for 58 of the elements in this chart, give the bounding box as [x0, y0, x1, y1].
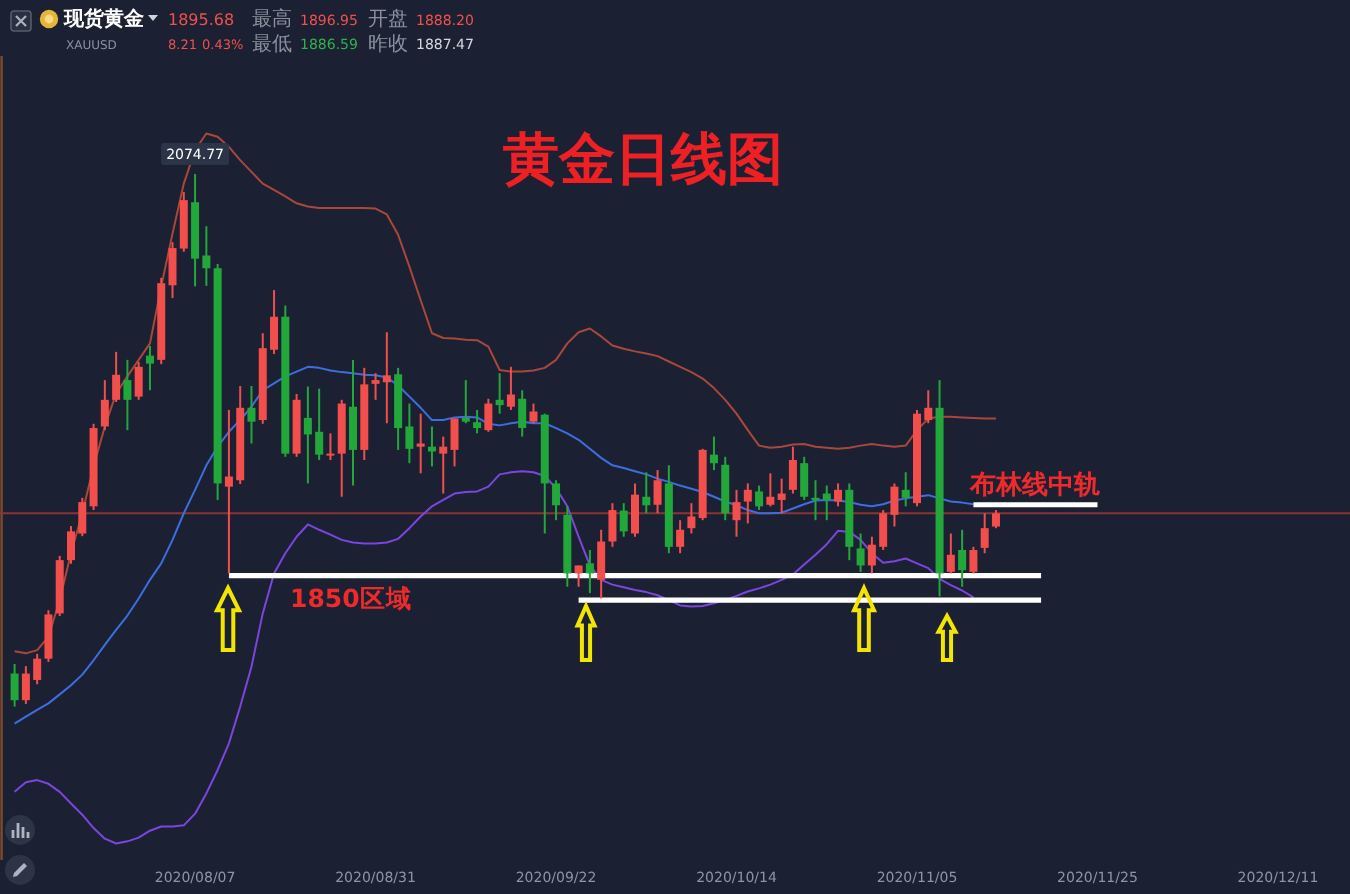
text: 最低 — [252, 34, 292, 56]
candlestick — [461, 379, 470, 425]
text: 昨收 — [368, 32, 408, 56]
text: 现货黄金 — [62, 7, 146, 31]
candlestick — [416, 412, 425, 475]
candlestick — [608, 502, 617, 548]
candlestick — [326, 432, 335, 462]
candlestick — [687, 502, 696, 535]
candlestick — [980, 512, 989, 555]
candlestick — [676, 519, 685, 555]
candlestick — [495, 372, 504, 415]
candlestick — [574, 564, 583, 588]
candlestick — [506, 365, 515, 411]
text: 开盘 — [368, 7, 408, 31]
candlestick — [450, 417, 459, 468]
text: 1895.68 — [168, 11, 235, 29]
candlestick — [631, 482, 639, 538]
text: 最高 — [252, 7, 292, 31]
candlestick — [800, 455, 809, 501]
candlestick — [518, 389, 527, 438]
candlestick — [777, 477, 786, 515]
candlestick — [349, 358, 357, 487]
candlestick — [901, 471, 910, 508]
candlestick — [10, 662, 19, 708]
candlestick — [969, 545, 978, 575]
candlestick — [743, 482, 752, 525]
candlestick — [112, 350, 121, 403]
candlestick — [766, 472, 775, 508]
candlestick — [134, 361, 143, 401]
candlestick — [529, 402, 538, 425]
candlestick — [834, 482, 843, 508]
candlestick — [145, 345, 154, 392]
candlestick — [642, 471, 651, 515]
candlestick — [44, 609, 53, 663]
candlestick — [946, 532, 955, 575]
candlestick — [552, 479, 561, 522]
candlestick — [585, 549, 594, 595]
candlestick — [100, 379, 109, 432]
candlestick — [822, 484, 831, 522]
candlestick — [597, 528, 606, 600]
candlestick — [811, 479, 820, 522]
candlestick — [247, 384, 256, 445]
candlestick — [958, 528, 967, 588]
annotation: 1850区域 — [290, 582, 412, 613]
candlestick — [732, 488, 741, 538]
candlestick — [991, 509, 1000, 530]
candlestick — [755, 484, 764, 512]
annotation: 布林线中轨 — [968, 470, 1100, 501]
candlestick — [484, 397, 493, 433]
candlestick — [439, 435, 448, 495]
candlestick — [788, 445, 797, 495]
candlestick — [123, 358, 132, 432]
candlestick — [653, 469, 662, 515]
candlestick — [856, 532, 865, 573]
candlestick — [473, 408, 482, 435]
candlestick — [619, 502, 628, 538]
chart-title: 黄金日线图 — [501, 126, 783, 192]
candlestick — [709, 435, 718, 472]
